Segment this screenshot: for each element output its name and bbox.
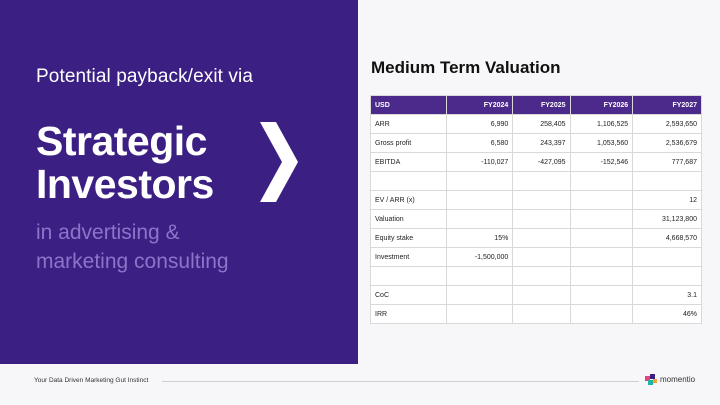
table-cell: -1,500,000: [445, 247, 514, 267]
table-row: Investment -1,500,000: [370, 247, 702, 267]
table-cell: [512, 285, 571, 305]
footer-divider: [162, 381, 639, 382]
intro-text: Potential payback/exit via: [36, 66, 253, 87]
headline: Strategic Investors: [36, 120, 214, 206]
table-row: Equity stake 15% 4,668,570: [370, 228, 702, 248]
table-cell: ARR: [370, 114, 447, 134]
table-cell: Investment: [370, 247, 447, 267]
table-row: ARR 6,990 258,405 1,106,525 2,593,650: [370, 114, 702, 134]
table-cell: CoC: [370, 285, 447, 305]
table-cell: [569, 266, 634, 286]
table-cell: [632, 247, 702, 267]
table-cell: [445, 266, 514, 286]
table-cell: 31,123,800: [632, 209, 702, 229]
table-cell: [512, 171, 571, 191]
column-header: FY2025: [512, 95, 571, 115]
table-cell: -110,027: [445, 152, 514, 172]
table-row: IRR 46%: [370, 304, 702, 324]
table-cell: 1,053,560: [569, 133, 634, 153]
table-cell: 2,593,650: [632, 114, 702, 134]
table-cell: [445, 171, 514, 191]
table-row: Gross profit 6,580 243,397 1,053,560 2,5…: [370, 133, 702, 153]
column-header: USD: [370, 95, 447, 115]
table-row: EBITDA -110,027 -427,095 -152,546 777,68…: [370, 152, 702, 172]
table-header-row: USD FY2024 FY2025 FY2026 FY2027: [370, 95, 702, 115]
table-cell: [512, 209, 571, 229]
table-cell: 15%: [445, 228, 514, 248]
table-cell: -427,095: [512, 152, 571, 172]
table-cell: [445, 304, 514, 324]
subline: in advertising & marketing consulting: [36, 218, 229, 276]
table-cell: [370, 171, 447, 191]
table-cell: [569, 209, 634, 229]
column-header: FY2024: [445, 95, 514, 115]
table-cell: 777,687: [632, 152, 702, 172]
table-cell: 46%: [632, 304, 702, 324]
subline-2: marketing consulting: [36, 250, 229, 273]
momentio-logo-icon: [645, 374, 657, 385]
table-cell: [569, 304, 634, 324]
table-cell: 6,580: [445, 133, 514, 153]
table-cell: [445, 285, 514, 305]
table-cell: [445, 190, 514, 210]
brand-name: momentio: [660, 375, 696, 384]
table-cell: [512, 247, 571, 267]
table-cell: [512, 228, 571, 248]
valuation-table: USD FY2024 FY2025 FY2026 FY2027 ARR 6,99…: [370, 95, 702, 324]
table-cell: [569, 171, 634, 191]
table-cell: [512, 190, 571, 210]
table-cell: 258,405: [512, 114, 571, 134]
table-cell: 243,397: [512, 133, 571, 153]
table-cell: [569, 228, 634, 248]
table-cell: [632, 266, 702, 286]
column-header: FY2026: [569, 95, 634, 115]
column-header: FY2027: [632, 95, 702, 115]
valuation-title: Medium Term Valuation: [371, 58, 561, 77]
table-cell: [370, 266, 447, 286]
table-cell: 3.1: [632, 285, 702, 305]
table-cell: [445, 209, 514, 229]
table-cell: 1,106,525: [569, 114, 634, 134]
table-cell: [569, 247, 634, 267]
table-row: EV / ARR (x) 12: [370, 190, 702, 210]
table-cell: 6,990: [445, 114, 514, 134]
headline-line-1: Strategic: [36, 118, 207, 164]
table-row: Valuation 31,123,800: [370, 209, 702, 229]
table-cell: EBITDA: [370, 152, 447, 172]
table-cell: EV / ARR (x): [370, 190, 447, 210]
footer-tagline: Your Data Driven Marketing Gut Instinct: [34, 377, 149, 384]
table-cell: [512, 266, 571, 286]
headline-line-2: Investors: [36, 161, 214, 207]
table-cell: [512, 304, 571, 324]
left-panel: Potential payback/exit via Strategic Inv…: [0, 0, 358, 364]
table-cell: Valuation: [370, 209, 447, 229]
table-row: CoC 3.1: [370, 285, 702, 305]
subline-1: in advertising &: [36, 221, 180, 244]
table-cell: Gross profit: [370, 133, 447, 153]
chevron-right-icon: [260, 122, 298, 202]
table-cell: [569, 190, 634, 210]
table-cell: [569, 285, 634, 305]
table-cell: -152,546: [569, 152, 634, 172]
table-cell: 4,668,570: [632, 228, 702, 248]
table-cell: [632, 171, 702, 191]
table-cell: IRR: [370, 304, 447, 324]
table-cell: Equity stake: [370, 228, 447, 248]
table-row: [370, 266, 702, 286]
table-cell: 2,536,679: [632, 133, 702, 153]
table-cell: 12: [632, 190, 702, 210]
table-row: [370, 171, 702, 191]
